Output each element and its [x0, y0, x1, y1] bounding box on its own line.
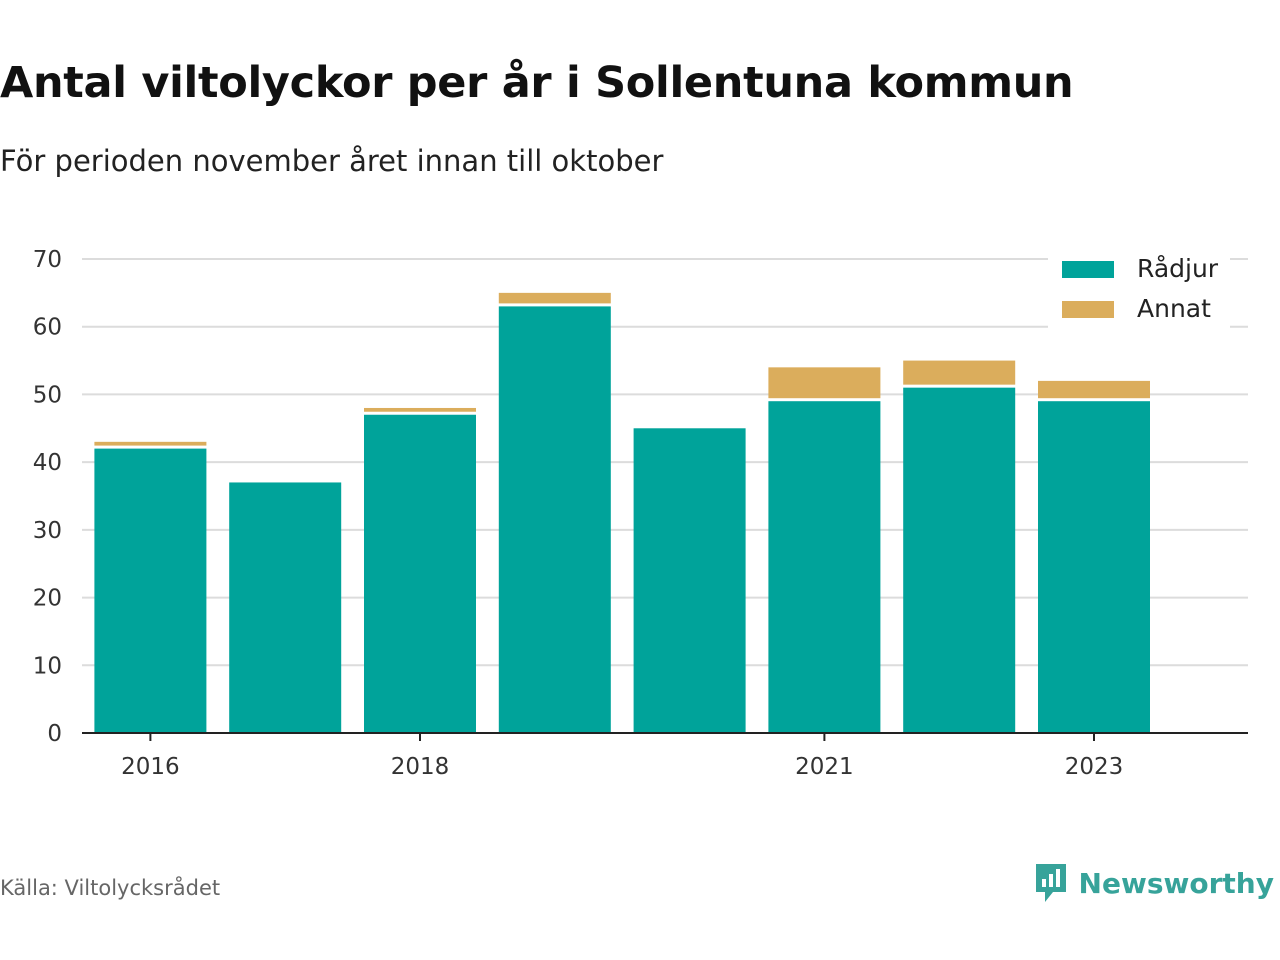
y-tick-label: 20 — [33, 586, 62, 612]
legend: Rådjur Annat — [1048, 250, 1230, 330]
chart-subtitle: För perioden november året innan till ok… — [0, 144, 664, 178]
source-note: Källa: Viltolycksrådet — [0, 876, 221, 900]
bar-annat — [903, 360, 1016, 385]
y-tick-label: 40 — [33, 450, 62, 476]
y-tick-label: 10 — [33, 653, 62, 679]
chart-title: Antal viltolyckor per år i Sollentuna ko… — [0, 58, 1074, 108]
y-tick-label: 0 — [47, 721, 62, 747]
x-tick-label: 2021 — [795, 754, 854, 780]
bar-annat — [498, 292, 611, 304]
y-tick-label: 60 — [33, 315, 62, 341]
y-tick-label: 50 — [33, 382, 62, 408]
x-tick-label: 2023 — [1065, 754, 1124, 780]
bar-r-djur — [633, 428, 746, 733]
bar-r-djur — [229, 482, 342, 733]
legend-swatch — [1062, 261, 1114, 278]
x-axis: 2016 2018 2021 2023 — [121, 733, 1123, 780]
bar-r-djur — [1038, 401, 1150, 733]
bar-r-djur — [364, 414, 476, 733]
newsworthy-logo-icon — [1035, 864, 1066, 902]
bar-annat — [768, 367, 881, 399]
bar-r-djur — [94, 448, 207, 733]
bar-r-djur — [768, 401, 881, 733]
y-tick-label: 70 — [33, 247, 62, 273]
brand-logo: Newsworthy — [1033, 862, 1274, 904]
x-tick-label: 2016 — [121, 754, 180, 780]
y-axis: 0 10 20 30 40 50 60 70 — [33, 247, 62, 747]
bar-r-djur — [498, 306, 611, 733]
bar-annat — [94, 441, 207, 446]
legend-swatch — [1062, 301, 1114, 318]
brand-name: Newsworthy — [1078, 866, 1274, 900]
bar-annat — [364, 407, 476, 412]
bars — [94, 292, 1150, 733]
bar-annat — [1038, 380, 1150, 399]
y-tick-label: 30 — [33, 518, 62, 544]
bar-r-djur — [903, 387, 1016, 733]
legend-label: Annat — [1137, 294, 1211, 323]
x-tick-label: 2018 — [391, 754, 450, 780]
legend-label: Rådjur — [1137, 254, 1219, 283]
